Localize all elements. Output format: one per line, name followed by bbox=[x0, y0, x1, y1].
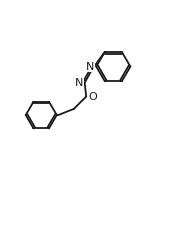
Text: N: N bbox=[86, 62, 94, 72]
Text: N: N bbox=[75, 78, 83, 88]
Text: O: O bbox=[89, 92, 97, 102]
